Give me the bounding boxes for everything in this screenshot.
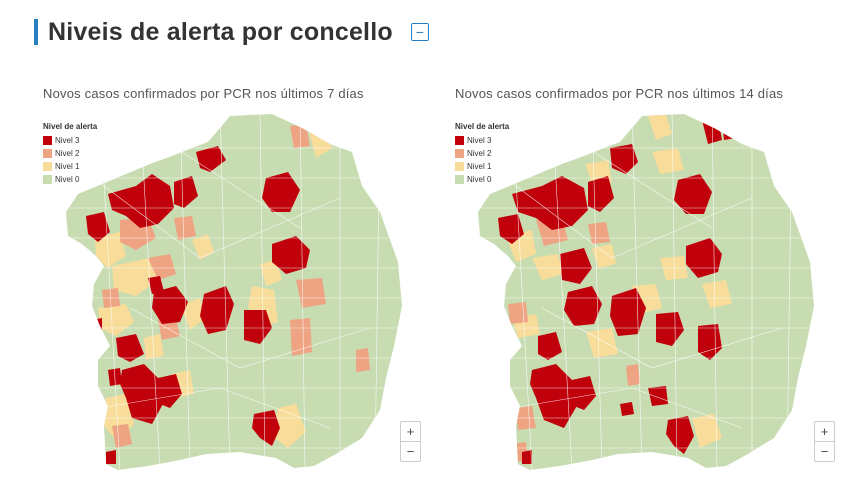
legend-swatch (43, 149, 52, 158)
municipality-borders (478, 114, 814, 470)
map-legend: Nivel de alerta Nivel 3 Nivel 2 Nivel 1 … (43, 122, 97, 186)
legend-label: Nivel 1 (55, 162, 80, 171)
zoom-control: + − (400, 421, 421, 462)
legend-label: Nivel 0 (55, 175, 80, 184)
legend-item-nivel-2: Nivel 2 (43, 147, 97, 160)
map-subtitle: Novos casos confirmados por PCR nos últi… (43, 86, 364, 101)
legend-swatch (455, 136, 464, 145)
legend-swatch (43, 175, 52, 184)
map-legend: Nivel de alerta Nivel 3 Nivel 2 Nivel 1 … (455, 122, 509, 186)
legend-item-nivel-0: Nivel 0 (455, 173, 509, 186)
map-subtitle: Novos casos confirmados por PCR nos últi… (455, 86, 784, 101)
zoom-control: + − (814, 421, 835, 462)
nivel-3-regions[interactable] (498, 118, 736, 464)
map-panel-14-days: Novos casos confirmados por PCR nos últi… (452, 80, 847, 470)
galicia-choropleth-map[interactable] (452, 108, 847, 470)
legend-item-nivel-3: Nivel 3 (455, 134, 509, 147)
legend-swatch (43, 162, 52, 171)
legend-swatch (455, 175, 464, 184)
zoom-out-button[interactable]: − (401, 441, 420, 461)
legend-title: Nivel de alerta (43, 122, 98, 131)
legend-label: Nivel 1 (467, 162, 492, 171)
legend-title: Nivel de alerta (455, 122, 510, 131)
legend-item-nivel-1: Nivel 1 (43, 160, 97, 173)
map-panel-7-days: Novos casos confirmados por PCR nos últi… (40, 80, 435, 470)
zoom-in-button[interactable]: + (406, 424, 415, 439)
legend-item-nivel-3: Nivel 3 (43, 134, 97, 147)
zoom-out-button[interactable]: − (815, 441, 834, 461)
legend-item-nivel-2: Nivel 2 (455, 147, 509, 160)
legend-swatch (455, 162, 464, 171)
title-accent-bar (34, 19, 38, 45)
legend-swatch (43, 136, 52, 145)
galicia-choropleth-map[interactable] (40, 108, 435, 470)
nivel-3-regions[interactable] (86, 146, 310, 464)
legend-label: Nivel 0 (467, 175, 492, 184)
nivel-2-regions[interactable] (102, 124, 370, 448)
legend-item-nivel-0: Nivel 0 (43, 173, 97, 186)
legend-swatch (455, 149, 464, 158)
legend-label: Nivel 3 (467, 136, 492, 145)
page-title: Niveis de alerta por concello (48, 17, 393, 46)
legend-item-nivel-1: Nivel 1 (455, 160, 509, 173)
zoom-in-button[interactable]: + (820, 424, 829, 439)
legend-label: Nivel 3 (55, 136, 80, 145)
collapse-button[interactable]: − (410, 23, 429, 41)
municipality-borders (66, 114, 402, 470)
minus-square-icon: − (415, 24, 424, 40)
section-header: Niveis de alerta por concello − (34, 16, 429, 48)
legend-label: Nivel 2 (55, 149, 80, 158)
legend-label: Nivel 2 (467, 149, 492, 158)
